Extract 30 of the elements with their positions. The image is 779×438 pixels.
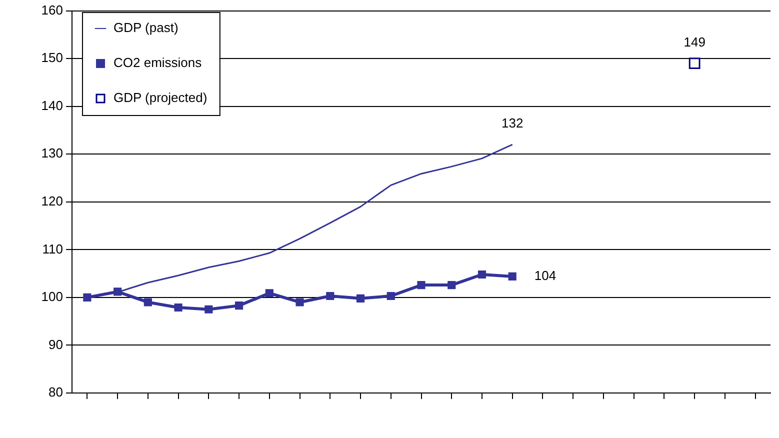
point bbox=[174, 303, 182, 312]
y-tick-label: 90 bbox=[48, 336, 63, 352]
y-tick-label: 120 bbox=[41, 193, 63, 208]
point bbox=[265, 289, 274, 298]
point bbox=[326, 292, 334, 300]
y-tick-label: 80 bbox=[48, 384, 63, 400]
data-label: 104 bbox=[534, 268, 556, 284]
y-tick-label: 100 bbox=[41, 289, 63, 304]
point bbox=[204, 305, 213, 314]
point bbox=[417, 280, 426, 290]
y-tick-label: 140 bbox=[41, 98, 63, 113]
point bbox=[688, 58, 700, 70]
legend-label: GDP (projected) bbox=[114, 90, 208, 106]
point bbox=[83, 293, 92, 302]
y-tick-label: 130 bbox=[41, 146, 63, 161]
point bbox=[508, 272, 516, 280]
y-tick-label: 160 bbox=[41, 2, 63, 18]
point bbox=[478, 270, 486, 279]
point bbox=[234, 302, 244, 310]
legend-label: CO2 emissions bbox=[114, 55, 202, 70]
data-label: 149 bbox=[684, 34, 706, 50]
data-label: 132 bbox=[502, 116, 524, 131]
point bbox=[448, 280, 456, 290]
point bbox=[296, 298, 304, 306]
point bbox=[386, 292, 395, 300]
y-tick-label: 150 bbox=[41, 50, 63, 66]
point bbox=[144, 298, 152, 306]
legend-label: GDP (past) bbox=[114, 20, 178, 36]
point bbox=[356, 294, 365, 302]
y-tick-label: 110 bbox=[42, 241, 63, 256]
